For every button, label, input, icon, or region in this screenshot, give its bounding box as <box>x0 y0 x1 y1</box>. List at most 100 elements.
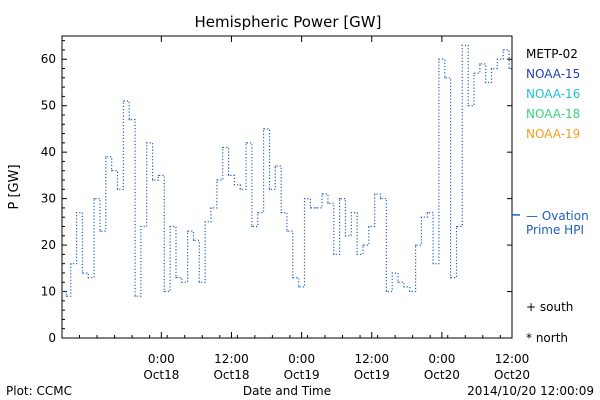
data-point <box>76 211 78 214</box>
y-axis: 0 10 20 30 40 50 60 <box>41 40 512 345</box>
data-point <box>140 225 142 228</box>
data-point <box>333 253 335 255</box>
data-point <box>362 244 364 246</box>
data-point <box>379 198 382 200</box>
data-point <box>403 286 405 288</box>
data-point <box>496 58 498 60</box>
data-point <box>409 290 411 293</box>
y-tick-label-2: 20 <box>41 238 56 252</box>
data-point <box>65 295 67 297</box>
chart-title: Hemispheric Power [GW] <box>195 13 382 31</box>
data-point <box>438 58 440 60</box>
x-tick-time-5: 12:00 <box>495 352 530 366</box>
data-point <box>227 174 230 176</box>
data-point <box>128 119 130 121</box>
legend-item-noaa-15: NOAA-15 <box>526 67 580 81</box>
x-tick-date-2: Oct19 <box>284 368 320 382</box>
data-point <box>356 253 358 255</box>
series-line-0 <box>62 44 512 297</box>
data-point <box>414 244 417 246</box>
data-point <box>432 263 434 265</box>
data-point <box>105 156 107 158</box>
data-point <box>169 225 171 228</box>
data-point <box>151 179 154 181</box>
data-point <box>99 230 101 232</box>
data-point <box>467 105 469 107</box>
data-point <box>473 72 475 74</box>
data-point <box>426 211 428 214</box>
data-point <box>251 225 253 228</box>
legend-marker-south: + south <box>526 300 573 314</box>
data-point <box>461 44 463 46</box>
data-point <box>245 142 247 144</box>
data-point <box>286 230 288 232</box>
data-point <box>321 193 323 195</box>
data-point <box>338 198 341 200</box>
x-tick-time-1: 12:00 <box>214 352 249 366</box>
x-tick-time-4: 0:00 <box>428 352 455 366</box>
data-point <box>210 207 212 209</box>
plot-area: 0 10 20 30 40 50 60 0:00 Oct18 12:00 Oct18 0:00 Oct… <box>41 35 530 382</box>
data-point <box>268 188 271 190</box>
legend-item-noaa-19: NOAA-19 <box>526 127 580 141</box>
legend-item-noaa-18: NOAA-18 <box>526 107 580 121</box>
data-point <box>61 290 63 293</box>
data-point <box>257 211 259 214</box>
x-tick-date-0: Oct18 <box>143 368 179 382</box>
y-tick-label-3: 30 <box>41 192 56 206</box>
data-point <box>309 207 311 209</box>
legend-model-line2: Prime HPI <box>526 223 584 237</box>
data-point <box>204 221 206 223</box>
data-point <box>420 216 423 218</box>
data-point <box>391 272 393 274</box>
x-axis: 0:00 Oct18 12:00 Oct18 0:00 Oct19 12:00 Oct19 0:… <box>61 36 530 382</box>
data-point <box>81 272 84 274</box>
data-point <box>233 184 236 186</box>
data-point <box>315 207 317 209</box>
data-point <box>490 67 493 70</box>
data-point <box>368 225 370 228</box>
data-point <box>485 81 487 84</box>
legend-item-noaa-16: NOAA-16 <box>526 87 580 101</box>
footer-credit: Plot: CCMC <box>6 384 72 398</box>
x-axis-label: Date and Time <box>243 384 331 398</box>
data-point <box>274 165 276 167</box>
x-tick-date-5: Oct20 <box>494 368 530 382</box>
data-point <box>198 281 200 283</box>
data-point <box>397 281 399 283</box>
data-point <box>181 281 183 283</box>
data-point <box>298 286 300 288</box>
data-point <box>146 142 148 144</box>
data-point <box>350 211 352 214</box>
data-point <box>327 202 329 204</box>
data-point <box>122 100 124 102</box>
x-tick-date-4: Oct20 <box>424 368 460 382</box>
data-point <box>280 211 282 214</box>
data-point <box>134 295 136 297</box>
y-tick-label-6: 60 <box>41 52 56 66</box>
x-tick-date-1: Oct18 <box>213 368 249 382</box>
data-point <box>239 188 241 190</box>
data-point <box>70 263 72 265</box>
series-layer <box>61 44 512 297</box>
x-tick-time-0: 0:00 <box>148 352 175 366</box>
data-point <box>93 198 95 200</box>
y-tick-label-4: 40 <box>41 145 56 159</box>
data-point <box>444 77 446 79</box>
x-tick-time-2: 0:00 <box>288 352 315 366</box>
y-tick-label-5: 50 <box>41 99 56 113</box>
data-point <box>385 290 387 293</box>
data-point <box>87 277 89 279</box>
data-point <box>192 239 195 242</box>
y-axis-label: P [GW] <box>7 164 22 209</box>
data-point <box>187 230 189 232</box>
legend: METP-02 NOAA-15 NOAA-16 NOAA-18 NOAA-19 — Ova… <box>526 47 589 345</box>
legend-item-metp-02: METP-02 <box>526 47 578 61</box>
data-point <box>116 188 119 190</box>
data-point <box>479 63 481 65</box>
data-point <box>216 179 218 181</box>
data-point <box>292 277 294 279</box>
data-point <box>157 174 160 176</box>
data-point <box>111 170 113 172</box>
